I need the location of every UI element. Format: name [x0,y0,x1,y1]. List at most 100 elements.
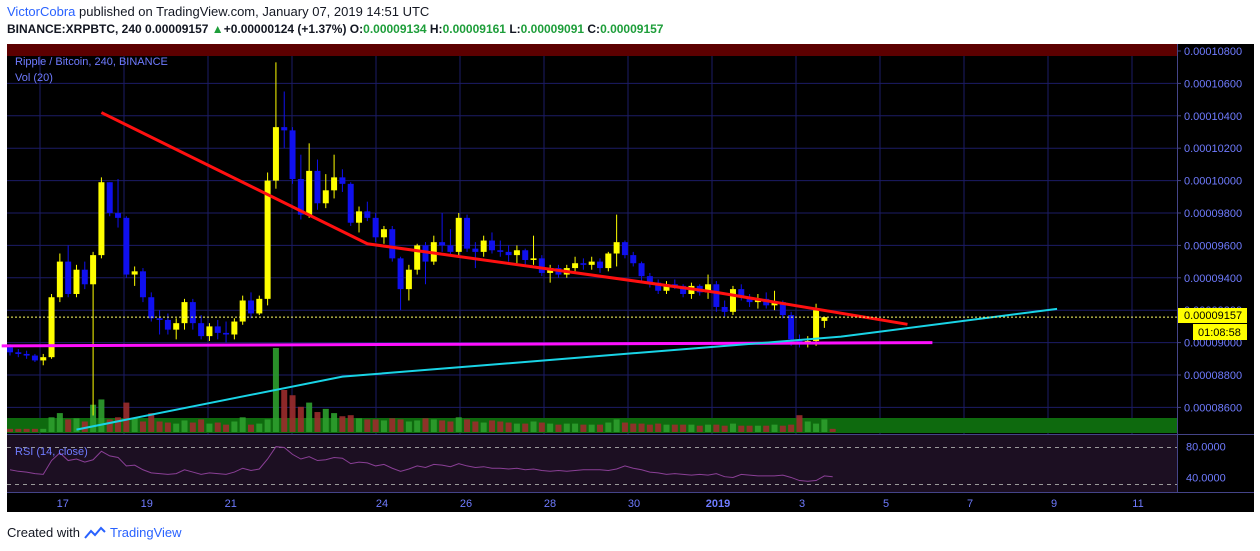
volume-legend[interactable]: Vol (20) [15,72,53,84]
volume-bar [115,417,122,432]
candle-body [281,127,288,131]
volume-bar [81,421,88,432]
candle-body [472,248,479,252]
candle-body [522,250,529,260]
symbol-label: BINANCE:XRPBTC, 240 [7,22,142,36]
candle-body [48,297,55,358]
volume-bar [339,416,346,432]
candle-body [397,258,404,290]
volume-bar [696,425,703,432]
price-tick-label: 0.00009600 [1184,240,1242,252]
volume-bar [464,419,471,432]
price-tick-label: 0.00008600 [1184,402,1242,414]
volume-bar [746,425,753,432]
candle-body [680,285,687,294]
volume-bar [530,421,537,432]
time-tick-label: 30 [628,498,640,510]
candle-body [779,302,786,316]
volume-bar [223,424,230,432]
candle-body [106,182,113,213]
price-tick-label: 0.00009800 [1184,208,1242,220]
volume-bar [56,413,63,432]
candle-body [206,326,213,337]
volume-bar [48,417,55,432]
candle-body [405,269,412,290]
volume-bar [447,421,454,432]
volume-bar [173,423,180,432]
rsi-pane-background [7,435,1177,492]
published-text: published on TradingView.com, January 07… [79,4,430,19]
price-tick-label: 0.00010000 [1184,176,1242,188]
candle-body [513,250,520,256]
volume-bar [497,421,504,432]
time-tick-label: 21 [225,498,237,510]
time-tick-label: 5 [883,498,889,510]
rsi-legend[interactable]: RSI (14, close) [15,446,88,458]
candle-body [439,242,446,246]
candle-body [705,284,712,293]
candle-body [223,332,230,335]
time-tick-label: 9 [1051,498,1057,510]
candle-body [364,211,371,218]
candle-body [256,298,263,314]
candle-body [630,255,637,264]
volume-bar [422,418,429,432]
countdown-label: 01:08:58 [1198,327,1241,339]
volume-bar [813,423,820,432]
candle-body [505,251,512,256]
series-legend[interactable]: Ripple / Bitcoin, 240, BINANCE [15,56,168,68]
close-label: C: [587,22,601,36]
price-tick-label: 0.00009000 [1184,338,1242,350]
volume-bar [638,423,645,432]
volume-bar [522,423,529,432]
volume-bar [389,418,396,432]
volume-bar [414,420,421,432]
time-tick-label: 19 [141,498,153,510]
candle-body [588,261,595,265]
price-tick-label: 0.00010200 [1184,143,1242,155]
close-value: 0.00009157 [600,22,664,36]
time-tick-label: 17 [57,498,69,510]
candle-body [289,130,296,179]
volume-bar [148,413,155,432]
time-tick-label: 2019 [706,498,730,510]
volume-bar [488,420,495,432]
price-tick-label: 0.00008800 [1184,370,1242,382]
volume-bar [771,424,778,432]
candle-body [347,183,354,223]
author-link[interactable]: VictorCobra [7,4,76,19]
candle-body [272,127,279,181]
candles [7,62,828,416]
grid-lines [7,44,1177,492]
candle-body [264,180,271,299]
candle-body [389,229,396,259]
volume-bar [588,424,595,432]
volume-bar [397,419,404,432]
candle-body [638,263,645,277]
volume-bar [705,424,712,432]
volume-bar [123,402,130,432]
volume-bar [23,428,30,432]
tradingview-brand-link[interactable]: TradingView [109,525,182,540]
trend-drawings[interactable] [1,111,1058,431]
volume-bar [563,423,570,432]
volume-bar [331,413,338,432]
volume-bar [40,428,47,432]
candle-body [306,170,313,215]
candle-body [198,323,205,337]
volume-bar [688,424,695,432]
candle-body [580,263,587,265]
candle-body [530,258,537,260]
last-price: 0.00009157 [145,22,209,36]
candle-body [422,245,429,262]
rsi-tick-label: 80.0000 [1186,442,1226,454]
volume-bar [597,424,604,432]
up-arrow-icon: ▲ [211,22,224,36]
candle-body [613,242,620,254]
candle-body [148,297,155,319]
volume-bar [231,421,238,432]
candle-body [123,217,130,275]
volume-bar [356,418,363,432]
volume-bar [721,425,728,432]
